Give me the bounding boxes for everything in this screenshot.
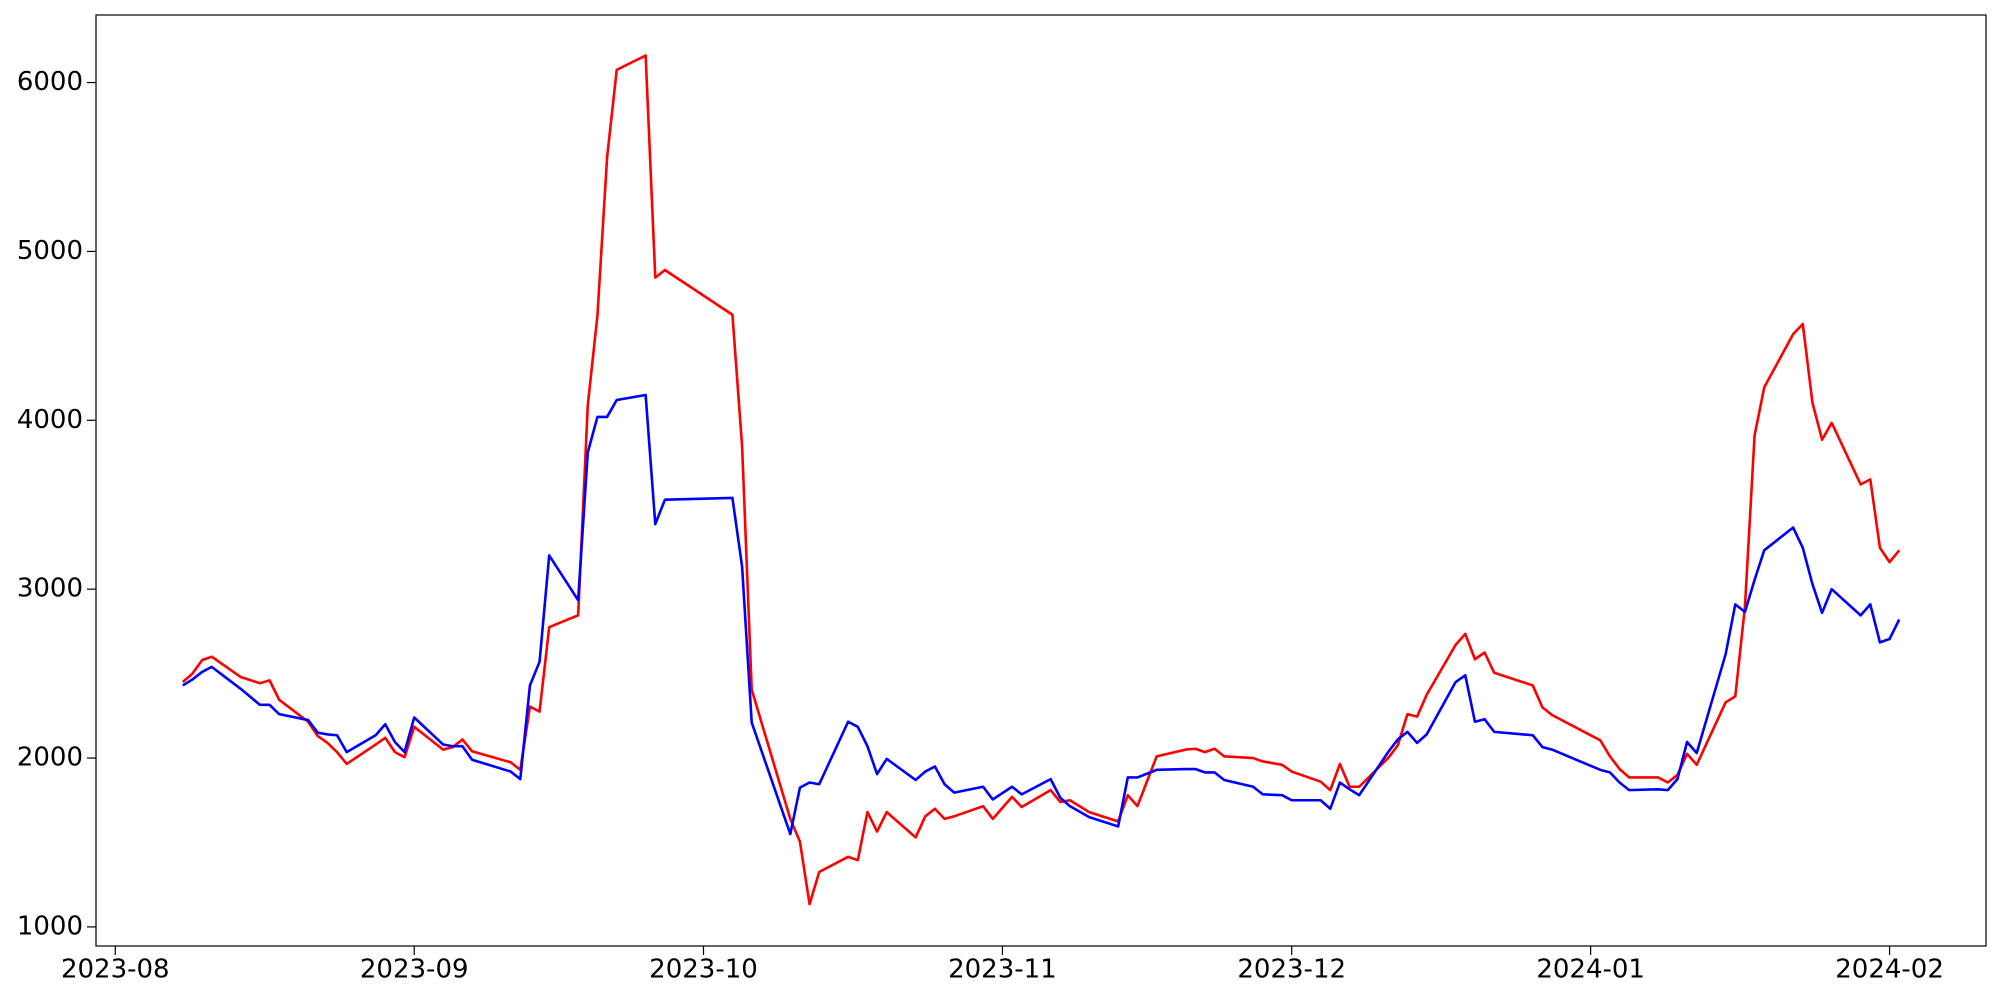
y-tick-label: 6000 <box>17 67 83 97</box>
x-tick-label: 2023-08 <box>61 955 170 985</box>
plot-frame <box>95 14 1987 947</box>
y-tick-label: 2000 <box>17 743 83 773</box>
x-tick-label: 2024-02 <box>1835 955 1944 985</box>
y-tick-label: 3000 <box>17 574 83 604</box>
y-tick-label: 5000 <box>17 236 83 266</box>
x-tick-label: 2024-01 <box>1536 955 1645 985</box>
series-line <box>181 54 1901 906</box>
x-tick-label: 2023-10 <box>649 955 758 985</box>
x-tick-label: 2023-12 <box>1237 955 1346 985</box>
series-line <box>182 393 1901 836</box>
x-tick-label: 2023-11 <box>948 955 1057 985</box>
y-tick-label: 4000 <box>17 405 83 435</box>
y-tick-label: 1000 <box>17 911 83 941</box>
x-tick-label: 2023-09 <box>360 955 469 985</box>
